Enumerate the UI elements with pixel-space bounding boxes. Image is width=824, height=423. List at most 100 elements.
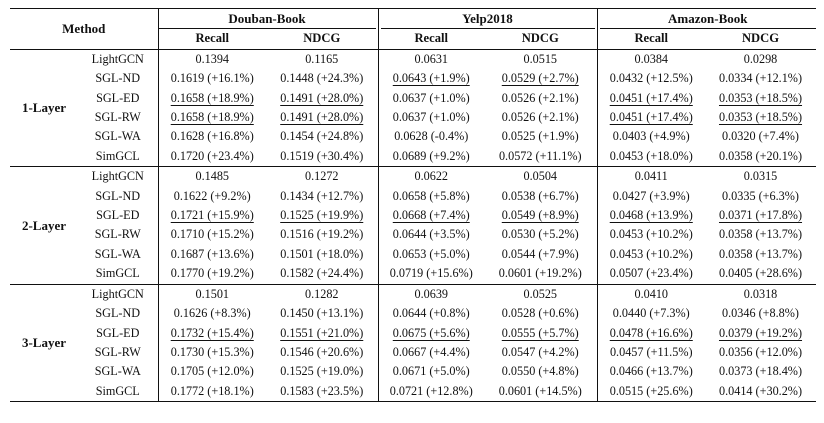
- metric-value: 0.0528 (+0.6%): [501, 306, 579, 321]
- method-name: SGL-WA: [78, 127, 159, 147]
- metric-value: 0.0526 (+2.1%): [501, 110, 579, 125]
- metric-value: 0.1770 (+19.2%): [170, 266, 254, 281]
- table-row: SGL-WA 0.1628 (+16.8%) 0.1454 (+24.8%) 0.06…: [10, 127, 816, 147]
- metric-cell: 0.1434 (+12.7%): [266, 186, 379, 207]
- table-row: SGL-RW 0.1710 (+15.2%) 0.1516 (+19.2%) 0.06…: [10, 225, 816, 245]
- layer-group-label: 2-Layer: [10, 166, 78, 285]
- metric-cell: 0.0667 (+4.4%): [378, 343, 484, 362]
- method-name: LightGCN: [78, 284, 159, 305]
- method-name: SGL-ED: [78, 88, 159, 109]
- metric-value: 0.1721 (+15.9%): [170, 208, 254, 223]
- metric-value: 0.0644 (+3.5%): [392, 227, 470, 242]
- metric-cell: 0.0384: [597, 49, 705, 69]
- metric-cell: 0.1491 (+28.0%): [266, 88, 379, 109]
- metric-cell: 0.0719 (+15.6%): [378, 264, 484, 285]
- metric-value: 0.1525 (+19.9%): [280, 208, 364, 223]
- metric-value: 0.0411: [634, 169, 668, 184]
- metric-value: 0.0451 (+17.4%): [609, 90, 693, 105]
- metric-cell: 0.0671 (+5.0%): [378, 362, 484, 381]
- header-row-metrics: Recall NDCG Recall NDCG Recall NDCG: [10, 29, 817, 50]
- metric-value: 0.1272: [304, 169, 339, 184]
- metric-cell: 0.1628 (+16.8%): [158, 127, 266, 146]
- table-row: SGL-WA 0.1705 (+12.0%) 0.1525 (+19.0%) 0.06…: [10, 362, 816, 382]
- metric-value: 0.0530 (+5.2%): [501, 227, 579, 242]
- metric-cell: 0.0631: [378, 49, 484, 69]
- table-row: SGL-ED 0.1658 (+18.9%) 0.1491 (+28.0%) 0.06…: [10, 88, 816, 109]
- metric-value: 0.0353 (+18.5%): [718, 110, 803, 125]
- metric-value: 0.1491 (+28.0%): [280, 90, 364, 105]
- metric-value: 0.1501 (+18.0%): [280, 246, 364, 261]
- metric-value: 0.0555 (+5.7%): [501, 325, 579, 340]
- metric-cell: 0.1619 (+16.1%): [158, 69, 266, 88]
- metric-cell: 0.1282: [266, 284, 379, 305]
- metric-cell: 0.0644 (+0.8%): [378, 304, 484, 323]
- method-name: SGL-ED: [78, 206, 159, 226]
- metric-cell: 0.0358 (+13.7%): [705, 225, 816, 244]
- metric-cell: 0.0628 (-0.4%): [378, 127, 484, 146]
- metric-cell: 0.0689 (+9.2%): [378, 146, 484, 168]
- metric-value: 0.0631: [414, 51, 448, 66]
- metric-cell: 0.1720 (+23.4%): [158, 146, 266, 168]
- metric-value: 0.1448 (+24.3%): [280, 71, 364, 86]
- metric-cell: 0.0637 (+1.0%): [378, 108, 484, 127]
- metric-value: 0.1525 (+19.0%): [280, 364, 364, 379]
- metric-value: 0.0453 (+18.0%): [609, 148, 693, 163]
- metric-header: NDCG: [484, 29, 598, 50]
- metric-cell: 0.0622: [378, 167, 484, 187]
- metric-cell: 0.0298: [705, 49, 816, 69]
- metric-cell: 0.0379 (+19.2%): [705, 324, 816, 343]
- metric-value: 0.0358 (+13.7%): [718, 227, 803, 242]
- method-name: SGL-ND: [78, 69, 159, 89]
- metric-value: 0.1491 (+28.0%): [280, 110, 364, 125]
- metric-value: 0.0457 (+11.5%): [609, 344, 693, 359]
- metric-value: 0.1687 (+13.6%): [170, 246, 254, 261]
- metric-value: 0.1658 (+18.9%): [170, 90, 254, 105]
- method-name: SimGCL: [78, 381, 159, 403]
- metric-cell: 0.0405 (+28.6%): [705, 264, 817, 285]
- metric-value: 0.0644 (+0.8%): [392, 306, 470, 321]
- method-name: SGL-ND: [78, 186, 159, 207]
- table-row: 1-Layer LightGCN 0.1394 0.1165 0.0631 0.0515 0…: [10, 49, 816, 168]
- metric-value: 0.0547 (+4.2%): [501, 344, 579, 359]
- metric-cell: 0.1525 (+19.0%): [266, 362, 379, 382]
- metric-value: 0.1628 (+16.8%): [170, 129, 254, 144]
- metric-cell: 0.1658 (+18.9%): [158, 108, 266, 127]
- method-name: SGL-ND: [78, 304, 159, 324]
- metric-cell: 0.0451 (+17.4%): [597, 89, 705, 108]
- metric-cell: 0.0353 (+18.5%): [705, 108, 816, 127]
- metric-value: 0.1282: [304, 286, 339, 301]
- metric-header: Recall: [597, 29, 705, 50]
- metric-cell: 0.1705 (+12.0%): [158, 362, 266, 381]
- metric-value: 0.0544 (+7.9%): [501, 246, 579, 261]
- metric-value: 0.1658 (+18.9%): [170, 110, 254, 125]
- metric-cell: 0.1687 (+13.6%): [158, 245, 266, 264]
- metric-cell: 0.0639: [378, 284, 484, 304]
- metric-cell: 0.0334 (+12.1%): [705, 69, 816, 88]
- metric-value: 0.1626 (+8.3%): [173, 306, 251, 321]
- metric-cell: 0.0637 (+1.0%): [378, 89, 484, 108]
- method-name: SGL-RW: [78, 342, 159, 363]
- metric-value: 0.0675 (+5.6%): [392, 325, 470, 340]
- metric-value: 0.0525 (+1.9%): [501, 129, 579, 144]
- metric-value: 0.1519 (+30.4%): [280, 148, 364, 163]
- metric-value: 0.1551 (+21.0%): [280, 325, 364, 340]
- metric-value: 0.0507 (+23.4%): [609, 266, 693, 281]
- dataset-header-amazon: Amazon-Book: [597, 8, 817, 30]
- table-row: SGL-RW 0.1730 (+15.3%) 0.1546 (+20.6%) 0.06…: [10, 342, 816, 363]
- method-name: SGL-WA: [78, 244, 159, 265]
- metric-cell: 0.0432 (+12.5%): [597, 69, 705, 88]
- metric-cell: 0.0601 (+14.5%): [484, 381, 598, 403]
- metric-value: 0.1516 (+19.2%): [280, 227, 364, 242]
- metric-cell: 0.0457 (+11.5%): [597, 343, 705, 362]
- table-body: 1-Layer LightGCN 0.1394 0.1165 0.0631 0.0515 0…: [10, 49, 817, 403]
- metric-cell: 0.0658 (+5.8%): [378, 187, 484, 206]
- metric-cell: 0.0515: [484, 49, 598, 70]
- method-column-header: Method: [10, 8, 159, 50]
- method-name: SGL-ED: [78, 323, 159, 343]
- metric-cell: 0.0644 (+3.5%): [378, 225, 484, 244]
- metric-value: 0.0334 (+12.1%): [718, 71, 803, 86]
- metric-value: 0.0601 (+14.5%): [498, 383, 582, 398]
- metric-cell: 0.0555 (+5.7%): [484, 323, 598, 343]
- metric-cell: 0.0451 (+17.4%): [597, 108, 705, 127]
- metric-value: 0.0668 (+7.4%): [392, 208, 470, 223]
